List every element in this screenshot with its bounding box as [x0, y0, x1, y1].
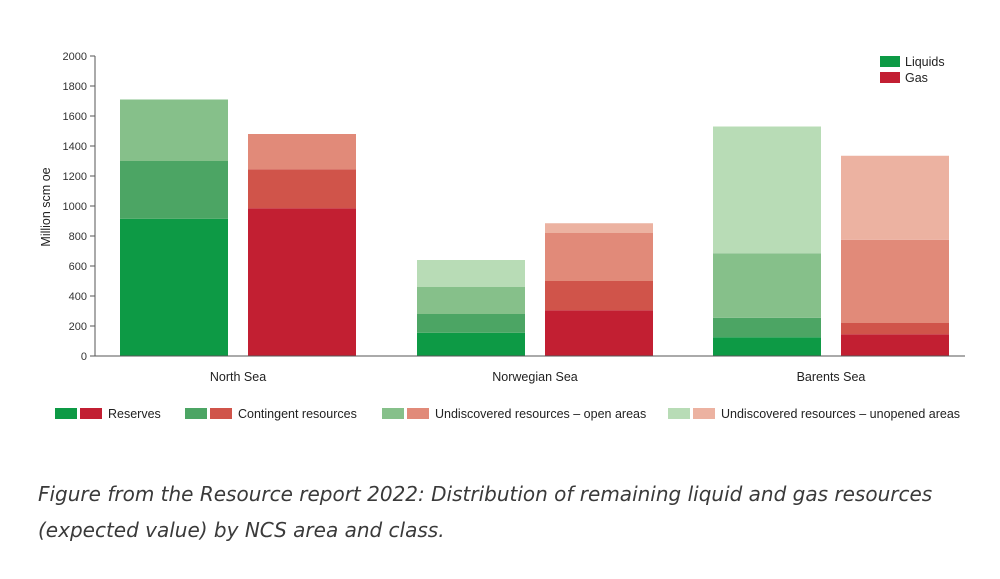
bar-segment [841, 334, 949, 356]
bar-segment [841, 323, 949, 335]
legend-label: Reserves [108, 407, 161, 421]
legend-swatch-liquids [55, 408, 77, 419]
y-tick-label: 1400 [63, 141, 87, 153]
x-category-label: Barents Sea [797, 370, 866, 384]
legend-swatch-gas [210, 408, 232, 419]
y-tick-label: 1200 [63, 171, 87, 183]
bar-segment [417, 260, 525, 287]
y-tick-label: 1800 [63, 81, 87, 93]
legend-label: Contingent resources [238, 407, 357, 421]
x-axis: North Sea Norwegian Sea Barents Sea [95, 355, 965, 384]
bar-segment [417, 314, 525, 333]
y-tick-label: 400 [69, 291, 87, 303]
figure-caption: Figure from the Resource report 2022: Di… [38, 482, 933, 542]
bar-group [417, 223, 653, 356]
bar-group [120, 99, 356, 356]
bar-segment [248, 134, 356, 170]
bar-segment [713, 126, 821, 254]
bar-segment [713, 317, 821, 338]
y-tick-label: 0 [81, 351, 87, 363]
bar-segment [417, 287, 525, 314]
y-tick-label: 200 [69, 321, 87, 333]
y-tick-label: 600 [69, 261, 87, 273]
bar-segment [713, 337, 821, 356]
bar-segment [545, 310, 653, 356]
bar-groups [120, 99, 949, 356]
bar-segment [545, 281, 653, 311]
legend-swatch-liquids [382, 408, 404, 419]
bar-segment [417, 332, 525, 356]
bar-segment [545, 233, 653, 281]
legend-label: Undiscovered resources – open areas [435, 407, 646, 421]
legend-swatch [880, 72, 900, 83]
y-tick-label: 1000 [63, 201, 87, 213]
y-tick-label: 1600 [63, 111, 87, 123]
bar-segment [841, 239, 949, 323]
bar-group [713, 126, 949, 356]
x-category-label: Norwegian Sea [492, 370, 578, 384]
legend-swatch-liquids [185, 408, 207, 419]
bar-segment [120, 161, 228, 219]
bar-segment [120, 99, 228, 161]
y-axis: 0 200 400 600 800 1000 1200 1400 1600 1800 2000 [63, 51, 96, 363]
bar-segment [713, 253, 821, 318]
bar-segment [545, 223, 653, 233]
stacked-bar-chart: 0 200 400 600 800 1000 1200 1400 1600 1800 2000 No… [39, 51, 965, 421]
y-tick-label: 800 [69, 231, 87, 243]
legend-label: Liquids [905, 55, 945, 69]
legend-swatch-gas [80, 408, 102, 419]
class-legend: Reserves Contingent resources Undiscovered… [55, 407, 960, 421]
y-tick-label: 2000 [63, 51, 87, 63]
bar-segment [248, 208, 356, 356]
x-category-label: North Sea [210, 370, 266, 384]
bar-segment [841, 155, 949, 240]
legend-label: Gas [905, 71, 928, 85]
legend-label: Undiscovered resources – unopened areas [721, 407, 960, 421]
fluid-legend: Liquids Gas [880, 55, 945, 85]
y-axis-label: Million scm oe [39, 167, 53, 246]
bar-segment [120, 218, 228, 356]
bar-segment [248, 169, 356, 209]
legend-swatch-liquids [668, 408, 690, 419]
legend-swatch [880, 56, 900, 67]
legend-swatch-gas [693, 408, 715, 419]
legend-swatch-gas [407, 408, 429, 419]
